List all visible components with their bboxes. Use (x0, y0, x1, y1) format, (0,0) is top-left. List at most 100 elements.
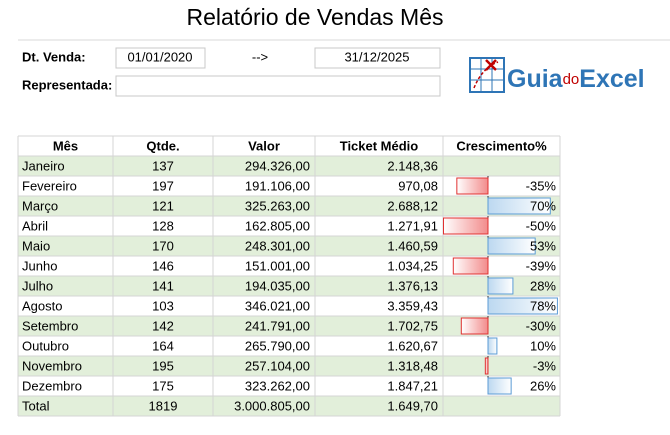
start-date: 01/01/2020 (127, 49, 192, 64)
cell: 141 (152, 278, 174, 293)
growth-label: 70% (530, 198, 556, 213)
cell: 325.263,00 (245, 198, 310, 213)
row-bg (18, 276, 560, 296)
cell: 1.847,21 (387, 378, 438, 393)
cell: 1.271,91 (387, 218, 438, 233)
logo-suffix: Excel (579, 65, 644, 93)
row-bg (18, 336, 560, 356)
cell: Julho (22, 278, 53, 293)
row-bg (18, 296, 560, 316)
header-cell: Qtde. (146, 138, 179, 153)
logo-text: GuiadoExcel (507, 65, 645, 93)
row-bg (18, 256, 560, 276)
rep-box[interactable] (115, 75, 441, 97)
cell: 1.376,13 (387, 278, 438, 293)
growth-bar (460, 317, 489, 335)
header-cell: Ticket Médio (340, 138, 419, 153)
growth-label: -3% (533, 358, 557, 373)
growth-label: 78% (530, 298, 556, 313)
header-cell: Crescimento% (456, 138, 547, 153)
growth-label: 26% (530, 378, 556, 393)
growth-bar (452, 257, 489, 275)
growth-bar (443, 217, 489, 235)
growth-bar (487, 337, 498, 355)
cell: Janeiro (22, 158, 65, 173)
growth-label: -50% (526, 218, 557, 233)
growth-label: -30% (526, 318, 557, 333)
rep-label: Representada: (22, 77, 112, 92)
growth-label: 28% (530, 278, 556, 293)
cell: Junho (22, 258, 57, 273)
cell: Novembro (22, 358, 82, 373)
cell: 191.106,00 (245, 178, 310, 193)
header-cell: Mês (53, 138, 78, 153)
cell: 137 (152, 158, 174, 173)
cell: Total (22, 398, 50, 413)
growth-label: 53% (530, 238, 556, 253)
growth-bar (487, 377, 512, 395)
row-bg (18, 156, 560, 176)
cell: Setembro (22, 318, 78, 333)
growth-label: -39% (526, 258, 557, 273)
cell: 175 (152, 378, 174, 393)
cell: 2.688,12 (387, 198, 438, 213)
logo-icon (469, 57, 505, 93)
cell: 164 (152, 338, 174, 353)
cell: 103 (152, 298, 174, 313)
row-bg (18, 356, 560, 376)
row-bg (18, 396, 560, 416)
growth-label: 10% (530, 338, 556, 353)
logo-middle: do (563, 71, 580, 88)
cell: 248.301,00 (245, 238, 310, 253)
cell: Fevereiro (22, 178, 77, 193)
header-row (18, 136, 560, 156)
cell: 970,08 (398, 178, 438, 193)
growth-bar (487, 237, 536, 255)
report-title: Relatório de Vendas Mês (187, 4, 444, 30)
row-bg (18, 196, 560, 216)
cell: 1.620,67 (387, 338, 438, 353)
growth-bar (487, 277, 514, 295)
cell: 257.104,00 (245, 358, 310, 373)
cell: 128 (152, 218, 174, 233)
end-date: 31/12/2025 (344, 49, 409, 64)
date-label: Dt. Venda: (22, 49, 86, 64)
cell: 1819 (149, 398, 178, 413)
cell: 346.021,00 (245, 298, 310, 313)
row-bg (18, 216, 560, 236)
cell: 162.805,00 (245, 218, 310, 233)
cell: 1.318,48 (387, 358, 438, 373)
cell: 3.000.805,00 (234, 398, 310, 413)
row-bg (18, 376, 560, 396)
cell: 265.790,00 (245, 338, 310, 353)
cell: 1.702,75 (387, 318, 438, 333)
growth-bar (487, 197, 551, 215)
row-bg (18, 236, 560, 256)
cell: 1.460,59 (387, 238, 438, 253)
logo-prefix: Guia (507, 65, 564, 93)
cell: Maio (22, 238, 50, 253)
growth-label: -35% (526, 178, 557, 193)
end-date-box[interactable] (314, 47, 441, 69)
cell: 1.034,25 (387, 258, 438, 273)
row-bg (18, 316, 560, 336)
cell: 197 (152, 178, 174, 193)
cell: 151.001,00 (245, 258, 310, 273)
growth-bar (487, 297, 558, 315)
start-date-box[interactable] (115, 47, 206, 69)
cell: Março (22, 198, 58, 213)
cell: Abril (22, 218, 48, 233)
cell: Outubro (22, 338, 69, 353)
growth-bar (456, 177, 489, 195)
cell: 142 (152, 318, 174, 333)
cell: 294.326,00 (245, 158, 310, 173)
row-bg (18, 176, 560, 196)
cell: 3.359,43 (387, 298, 438, 313)
cell: Agosto (22, 298, 62, 313)
arrow: --> (252, 49, 268, 64)
cell: 121 (152, 198, 174, 213)
cell: Dezembro (22, 378, 82, 393)
cell: 241.791,00 (245, 318, 310, 333)
cell: 195 (152, 358, 174, 373)
